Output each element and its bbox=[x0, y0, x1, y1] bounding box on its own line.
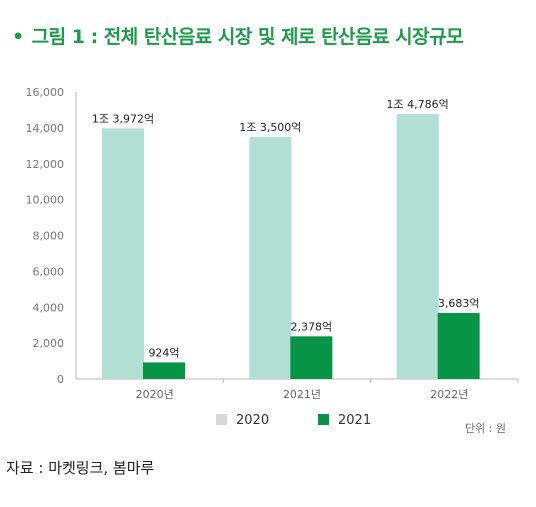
y-tick-label: 6,000 bbox=[33, 265, 65, 278]
y-tick-label: 0 bbox=[57, 373, 64, 386]
chart-title: • 그림 1 : 전체 탄산음료 시장 및 제로 탄산음료 시장규모 bbox=[12, 22, 464, 49]
legend-swatch-2021 bbox=[318, 414, 329, 425]
bar-chart: 0 2,000 4,000 6,000 8,000 10,000 12,000 14,000 1… bbox=[26, 86, 519, 428]
legend-label-2020: 2020 bbox=[236, 413, 269, 428]
x-category-label: 2020년 bbox=[136, 388, 174, 401]
unit-note: 단위 : 원 bbox=[464, 422, 506, 435]
data-label: 2,378억 bbox=[291, 320, 333, 333]
data-label: 924억 bbox=[148, 346, 179, 359]
y-tick-label: 14,000 bbox=[26, 122, 65, 135]
x-category-label: 2021년 bbox=[283, 388, 321, 401]
y-tick-label: 12,000 bbox=[26, 158, 65, 171]
data-label: 1조 3,972억 bbox=[92, 112, 154, 125]
data-label: 1조 4,786억 bbox=[387, 98, 449, 111]
source-note: 자료 : 마켓링크, 봄마루 bbox=[6, 459, 155, 477]
legend: 2020 2021 bbox=[216, 413, 371, 428]
bar-2020-2020년 bbox=[102, 128, 144, 379]
y-tick-label: 4,000 bbox=[33, 301, 65, 314]
x-category-label: 2022년 bbox=[430, 388, 468, 401]
axis-layer: 0 2,000 4,000 6,000 8,000 10,000 12,000 14,000 1… bbox=[26, 86, 519, 401]
legend-label-2021: 2021 bbox=[338, 413, 371, 428]
bar-layer bbox=[102, 113, 480, 379]
bar-2020-2021년 bbox=[249, 136, 292, 379]
bar-2021-2022년 bbox=[437, 312, 480, 379]
legend-swatch-2020 bbox=[216, 414, 227, 425]
y-tick-label: 10,000 bbox=[26, 194, 65, 207]
title-text: 그림 1 : 전체 탄산음료 시장 및 제로 탄산음료 시장규모 bbox=[31, 26, 464, 48]
data-label: 3,683억 bbox=[438, 297, 480, 310]
title-bullet: • bbox=[12, 26, 24, 48]
label-layer: 1조 3,972억 924억 1조 3,500억 2,378억 1조 4,786억 3,6… bbox=[92, 98, 480, 360]
data-label: 1조 3,500억 bbox=[239, 121, 301, 134]
y-tick-label: 2,000 bbox=[33, 337, 65, 350]
bar-2021-2021년 bbox=[290, 336, 333, 379]
bar-2021-2020년 bbox=[143, 362, 185, 379]
y-tick-label: 16,000 bbox=[26, 86, 65, 99]
y-tick-label: 8,000 bbox=[33, 230, 65, 243]
bar-2020-2022년 bbox=[396, 113, 439, 379]
